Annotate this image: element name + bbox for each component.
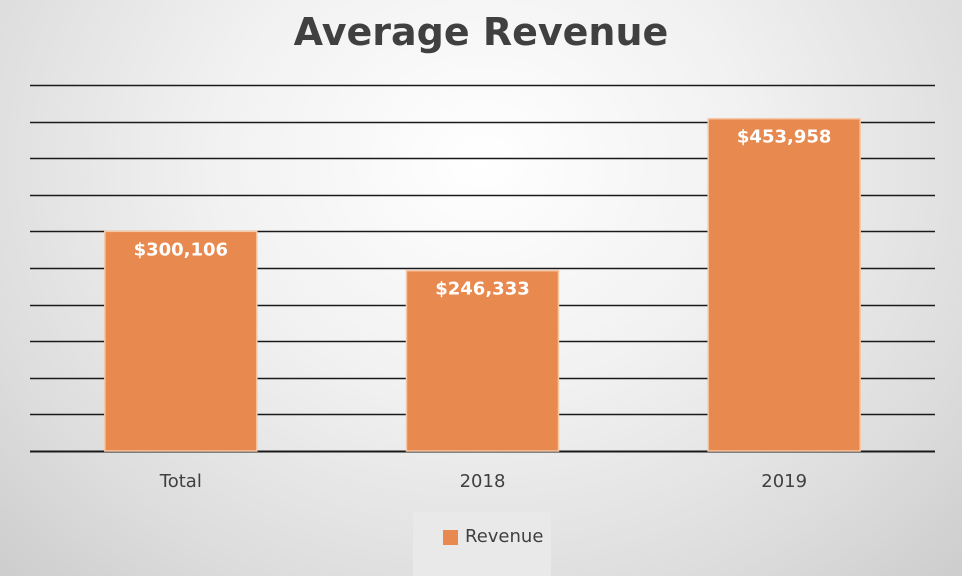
x-tick-label: 2019 [761,471,807,492]
legend-swatch-revenue [443,530,458,545]
data-label: $300,106 [134,239,229,260]
legend-label-revenue: Revenue [465,526,544,547]
legend: Revenue [413,512,551,576]
bar-2018 [405,269,560,452]
x-tick-label: 2018 [460,471,506,492]
x-tick-label: Total [159,471,202,492]
bar-total [104,230,258,452]
bar-2019 [707,117,861,452]
data-label: $453,958 [737,127,832,148]
chart-title: Average Revenue [293,10,669,54]
data-label: $246,333 [435,279,530,300]
